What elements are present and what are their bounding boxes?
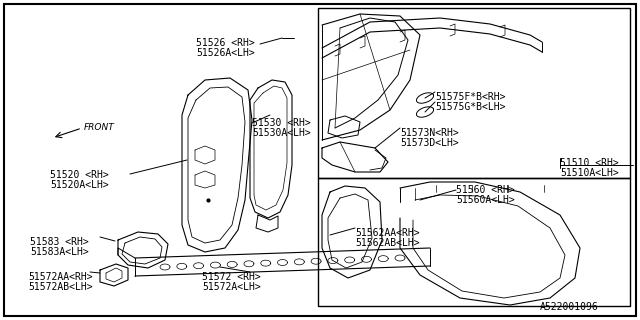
Text: 51575F*B<RH>: 51575F*B<RH> [435,92,506,102]
Text: 51573N<RH>: 51573N<RH> [400,128,459,138]
Text: 51572A<LH>: 51572A<LH> [202,282,260,292]
Bar [318,178,630,306]
Text: 51575G*B<LH>: 51575G*B<LH> [435,102,506,112]
Text: 51520A<LH>: 51520A<LH> [50,180,109,190]
Text: 51530 <RH>: 51530 <RH> [252,118,311,128]
Text: 51583 <RH>: 51583 <RH> [30,237,89,247]
Text: 51573D<LH>: 51573D<LH> [400,138,459,148]
Text: 51510A<LH>: 51510A<LH> [560,168,619,178]
Text: 51510 <RH>: 51510 <RH> [560,158,619,168]
Text: 51562AB<LH>: 51562AB<LH> [355,238,420,248]
Text: 51526A<LH>: 51526A<LH> [196,48,255,58]
Text: 51572AA<RH>: 51572AA<RH> [28,272,93,282]
Text: 51526 <RH>: 51526 <RH> [196,38,255,48]
Text: 51583A<LH>: 51583A<LH> [30,247,89,257]
Text: FRONT: FRONT [84,124,115,132]
Bar [318,8,630,178]
Text: 51530A<LH>: 51530A<LH> [252,128,311,138]
Text: 51560A<LH>: 51560A<LH> [456,195,515,205]
Text: 51520 <RH>: 51520 <RH> [50,170,109,180]
Text: 51572AB<LH>: 51572AB<LH> [28,282,93,292]
Text: 51560 <RH>: 51560 <RH> [456,185,515,195]
Text: 51572 <RH>: 51572 <RH> [202,272,260,282]
Text: 51562AA<RH>: 51562AA<RH> [355,228,420,238]
Text: A522001096: A522001096 [540,302,599,312]
